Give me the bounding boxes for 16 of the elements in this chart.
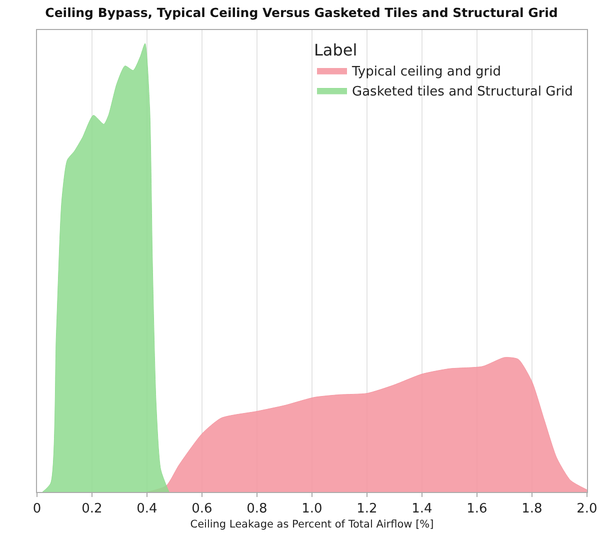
x-tick-label: 0 [32, 502, 42, 517]
x-tick-label: 1.0 [302, 502, 322, 517]
legend-label: Gasketed tiles and Structural Grid [352, 84, 573, 100]
legend-title: Label [314, 40, 358, 60]
x-tick-label: 1.2 [356, 502, 378, 517]
x-tick-label: 0.6 [192, 502, 212, 517]
x-tick-label: 0.2 [82, 502, 102, 517]
legend-label: Typical ceiling and grid [351, 64, 501, 80]
x-tick-label: 2.0 [576, 502, 598, 517]
x-tick-label: 1.8 [522, 502, 542, 517]
x-axis-title: Ceiling Leakage as Percent of Total Airflow [%] [190, 518, 434, 530]
x-tick-label: 1.4 [412, 502, 432, 517]
x-tick-label: 1.6 [466, 502, 488, 517]
x-tick-label: 0.8 [246, 502, 268, 517]
chart-title: Ceiling Bypass, Typical Ceiling Versus Gasketed Tiles and Structural Grid [45, 4, 558, 20]
x-tick-label: 0.4 [136, 502, 158, 517]
